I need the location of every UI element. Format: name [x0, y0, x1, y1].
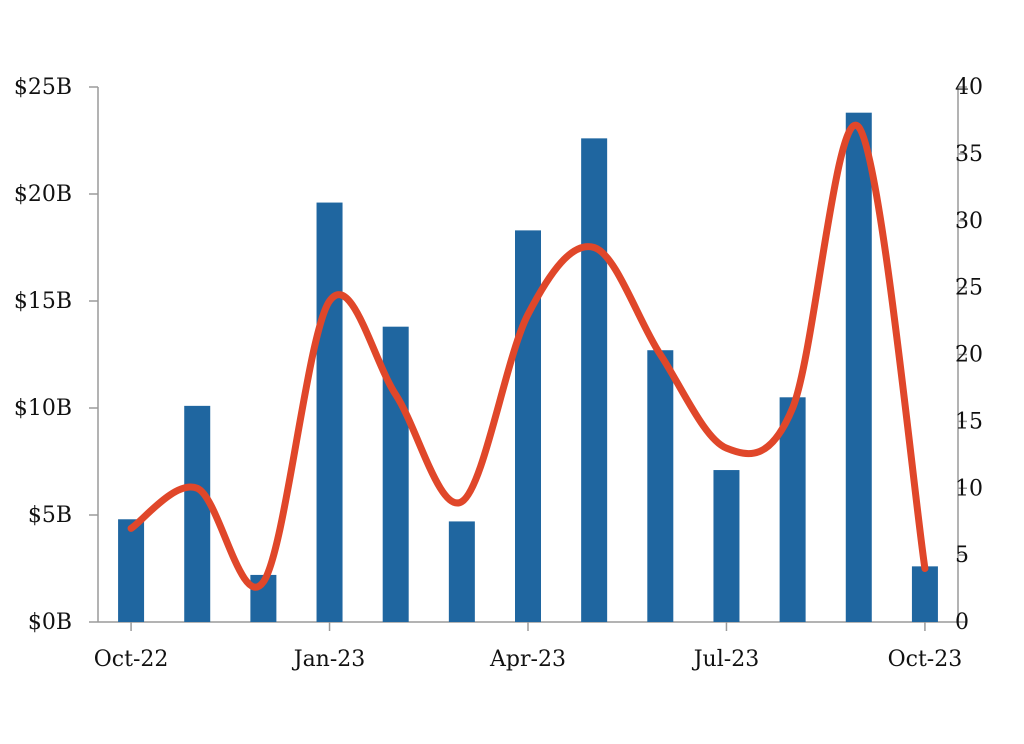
- bar: [118, 519, 145, 622]
- y-tick-label: $5B: [28, 503, 72, 528]
- y2-tick-label: 15: [955, 409, 983, 434]
- x-tick-label: Jul-23: [692, 647, 759, 672]
- y2-tick-label: 0: [955, 610, 969, 635]
- bar: [911, 566, 938, 622]
- x-tick-label: Oct-22: [94, 647, 169, 672]
- bar: [184, 405, 211, 622]
- x-tick-label: Oct-23: [888, 647, 963, 672]
- tick-labels: $0B $5B $10B $15B $20B $25B 0 5 10 15 20 25 30 35 40 Oc…: [14, 75, 983, 672]
- bar: [448, 521, 475, 622]
- line-series-path: [127, 121, 929, 591]
- y-tick-label: $20B: [14, 182, 72, 207]
- bar: [316, 202, 343, 622]
- y2-tick-label: 10: [955, 476, 983, 501]
- y2-tick-label: 5: [955, 543, 969, 568]
- y2-tick-label: 35: [955, 142, 983, 167]
- y-tick-label: $10B: [14, 396, 72, 421]
- bar: [779, 397, 806, 622]
- y2-tick-label: 20: [955, 343, 983, 368]
- y-tick-label: $25B: [14, 75, 72, 100]
- bar: [845, 112, 872, 623]
- y-tick-label: $0B: [28, 610, 72, 635]
- y2-tick-label: 40: [955, 75, 983, 100]
- bar: [647, 350, 674, 622]
- y2-tick-label: 30: [955, 209, 983, 234]
- y2-tick-label: 25: [955, 276, 983, 301]
- bar: [713, 470, 740, 622]
- bar: [581, 138, 608, 623]
- line-series: [127, 121, 929, 591]
- y-tick-label: $15B: [14, 289, 72, 314]
- x-tick-label: Apr-23: [489, 647, 566, 672]
- x-tick-label: Jan-23: [292, 647, 366, 672]
- bar: [515, 230, 541, 622]
- bar-series: [118, 112, 938, 623]
